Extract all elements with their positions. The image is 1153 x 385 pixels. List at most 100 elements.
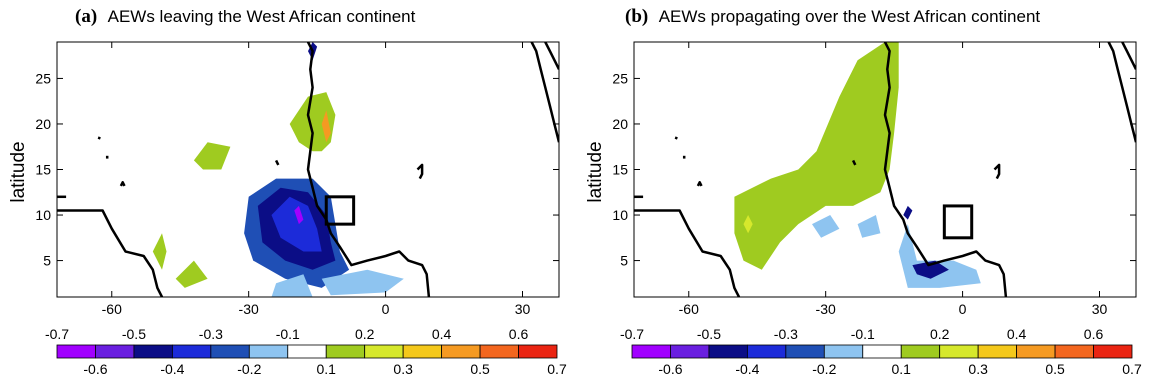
panel-b-coastline-africa <box>883 42 1008 297</box>
colorbar-b-swatch <box>1054 344 1094 359</box>
panel-a-xtick-label: 0 <box>382 301 390 317</box>
panel-a-ytick-label: 5 <box>43 253 51 269</box>
colorbar-b-label-bottom: 0.3 <box>968 361 988 377</box>
panel-a-ytick-label: 15 <box>35 162 51 178</box>
panel-a-region-positive-blob-north <box>289 92 336 152</box>
colorbar-a-label-top: 0.6 <box>509 326 529 342</box>
panel-b-ytick-label: 25 <box>612 70 628 86</box>
panel-a-coastline-island-2 <box>274 159 280 166</box>
colorbar-a-label-bottom: -0.2 <box>237 361 261 377</box>
colorbar-b-swatch <box>939 344 979 359</box>
colorbar-b-swatch <box>900 344 941 359</box>
colorbar-b-swatch <box>977 344 1018 359</box>
panel-b-region-positive-spot <box>743 215 753 234</box>
panel-a-ylabel: latitude <box>8 141 29 202</box>
colorbar-b-swatch <box>670 344 710 359</box>
panel-a-plot-area: -60 -30 0 30 5 10 15 20 25 <box>35 41 560 317</box>
panel-b-coastline-island-3 <box>993 163 1001 180</box>
panel-b-ytick-label: 10 <box>612 207 628 223</box>
colorbar-a-swatch <box>171 344 212 359</box>
panel-b-xtick-label: 0 <box>959 301 967 317</box>
colorbar-b-label-top: -0.3 <box>774 326 798 342</box>
colorbar-b-label-top: -0.7 <box>620 326 644 342</box>
panel-b-region-positive-main <box>734 42 899 270</box>
colorbar-b-swatch <box>785 344 825 359</box>
panel-a-field <box>57 42 559 297</box>
panel-a-region-negative-inner <box>271 196 322 252</box>
colorbar-b-swatch <box>708 344 748 359</box>
colorbar-b-label-bottom: 0.7 <box>1122 361 1142 377</box>
panel-a-xtick-label: -60 <box>102 301 122 317</box>
panel-a-region-positive-core-north <box>321 110 331 143</box>
panel-b-region-negative-coast-dot <box>903 205 913 220</box>
colorbar-a-swatch <box>248 344 289 359</box>
colorbar-a-label-top: 0.2 <box>355 326 375 342</box>
panel-a-coastline-south-america <box>57 209 164 297</box>
panel-a-xtick-label: -30 <box>239 301 259 317</box>
colorbar-a-label-bottom: -0.6 <box>83 361 107 377</box>
colorbar-a-label-top: -0.5 <box>122 326 146 342</box>
panel-b-xtick-label: -60 <box>679 301 699 317</box>
colorbar-b-label-bottom: 0.1 <box>891 361 911 377</box>
panel-b-ylabel: latitude <box>585 141 606 202</box>
panel-a: (a) AEWs leaving the West African contin… <box>8 6 560 317</box>
colorbar-a-label-top: -0.1 <box>276 326 300 342</box>
colorbar-b-swatch <box>862 344 902 359</box>
panel-b-plot-area: -60 -30 0 30 5 10 15 20 25 <box>612 41 1137 317</box>
panel-b-ytick-label: 20 <box>612 116 628 132</box>
panel-b-field <box>634 42 1136 297</box>
colorbar-b-label-top: 0.2 <box>930 326 950 342</box>
panel-a-region-negative-tail <box>321 269 404 296</box>
panel-a-region-positive-blob-southwest <box>152 233 167 270</box>
panel-b-coastline-arabia <box>1121 42 1136 70</box>
colorbar-a-label-top: -0.3 <box>199 326 223 342</box>
colorbar-b-swatch <box>1093 344 1133 359</box>
colorbar-a-swatch <box>210 344 250 359</box>
panel-b-region-negative-south-core <box>912 260 949 279</box>
panel-b-coastline-south-america <box>634 209 741 297</box>
panel-a-coastline-red-sea <box>530 42 559 143</box>
panel-b-region-negative-patch-west <box>812 215 840 238</box>
panel-b-coastline-red-sea <box>1107 42 1136 143</box>
panel-b-xtick-label: 30 <box>1092 301 1108 317</box>
panel-b-coastline-island-0 <box>696 181 703 187</box>
panel-a-region-negative-bottom <box>271 274 313 297</box>
colorbar-b-label-bottom: 0.5 <box>1045 361 1065 377</box>
panel-b-title-text: AEWs propagating over the West African c… <box>659 7 1041 26</box>
colorbar-b-label-bottom: -0.4 <box>735 361 759 377</box>
panel-b-ytick-label: 5 <box>620 253 628 269</box>
panel-a-region-positive-blob-west <box>193 142 231 170</box>
panel-b-xtick-label: -30 <box>816 301 836 317</box>
panel-a-coastline-island-0 <box>119 181 126 187</box>
colorbar-a-swatch <box>441 344 481 359</box>
colorbar-a-swatch <box>95 344 135 359</box>
panel-a-coastline-island-4 <box>97 136 101 140</box>
colorbar-b-swatch <box>746 344 787 359</box>
panel-b-ytick-label: 15 <box>612 162 628 178</box>
panel-a-xtick-label: 30 <box>515 301 531 317</box>
colorbar-b-label-top: -0.1 <box>851 326 875 342</box>
panel-a-coastline-island-3 <box>416 163 424 180</box>
colorbar-a-swatch <box>364 344 404 359</box>
colorbar-a-label-bottom: 0.1 <box>316 361 336 377</box>
colorbar-b-swatch <box>823 344 864 359</box>
panel-b-coastline-island-4 <box>674 136 678 140</box>
colorbar-a-label-bottom: 0.7 <box>547 361 567 377</box>
colorbar-a-label-bottom: -0.4 <box>160 361 184 377</box>
panel-a-coastline-arabia <box>544 42 559 70</box>
colorbar-a-label-top: 0.4 <box>432 326 452 342</box>
panel-a-ytick-label: 20 <box>35 116 51 132</box>
colorbar-a-swatch <box>133 344 173 359</box>
colorbar-a-label-bottom: 0.3 <box>393 361 413 377</box>
colorbar-b-swatch <box>1016 344 1056 359</box>
panel-b-region-negative-patch-mid <box>857 215 881 238</box>
colorbar-b-label-top: 0.6 <box>1084 326 1104 342</box>
colorbar-a-swatch <box>479 344 519 359</box>
colorbar-b-label-top: 0.4 <box>1007 326 1027 342</box>
panel-a-ytick-label: 25 <box>35 70 51 86</box>
colorbar-b-label-bottom: -0.6 <box>658 361 682 377</box>
panel-b-region-negative-south <box>898 224 981 288</box>
colorbar-b: -0.7 -0.5 -0.3 -0.1 0.2 0.4 0.6 -0.6 -0.4 -0.2 0.1… <box>620 326 1142 377</box>
colorbar-a-swatch <box>287 344 327 359</box>
panel-a-region-positive-blob-south <box>175 260 208 288</box>
